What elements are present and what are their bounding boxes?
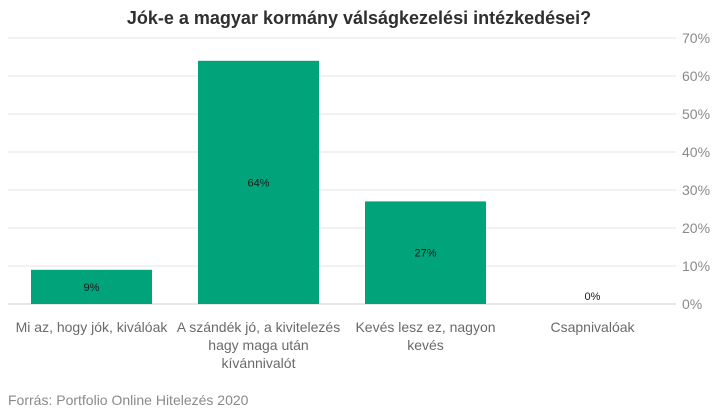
bar	[31, 269, 152, 304]
data-label: 0%	[585, 291, 601, 303]
source-note: Forrás: Portfolio Online Hitelezés 2020	[8, 392, 249, 408]
y-tick-label: 30%	[682, 182, 710, 198]
y-tick-label: 50%	[682, 106, 710, 122]
x-tick-label: Csapnivalóak	[550, 319, 635, 335]
y-tick-label: 0%	[682, 296, 702, 312]
bar	[365, 201, 486, 304]
x-tick-label: A szándék jó, a kivitelezés hagy maga ut…	[176, 319, 341, 371]
data-label: 9%	[84, 282, 100, 294]
y-tick-label: 10%	[682, 258, 710, 274]
y-tick-label: 40%	[682, 144, 710, 160]
y-tick-label: 70%	[682, 30, 710, 46]
x-tick-label: Kevés lesz ez, nagyon kevés	[355, 319, 496, 353]
x-tick-label: Mi az, hogy jók, kiválóak	[15, 319, 168, 335]
y-tick-label: 60%	[682, 68, 710, 84]
y-tick-label: 20%	[682, 220, 710, 236]
data-label: 64%	[247, 177, 269, 189]
bar	[198, 60, 319, 304]
chart-title: Jók-e a magyar kormány válságkezelési in…	[126, 8, 592, 28]
data-label: 27%	[414, 248, 436, 260]
